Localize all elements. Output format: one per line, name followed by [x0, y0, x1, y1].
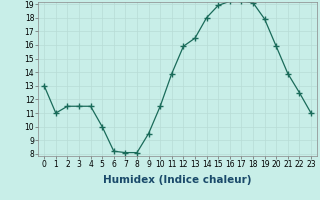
X-axis label: Humidex (Indice chaleur): Humidex (Indice chaleur) [103, 175, 252, 185]
